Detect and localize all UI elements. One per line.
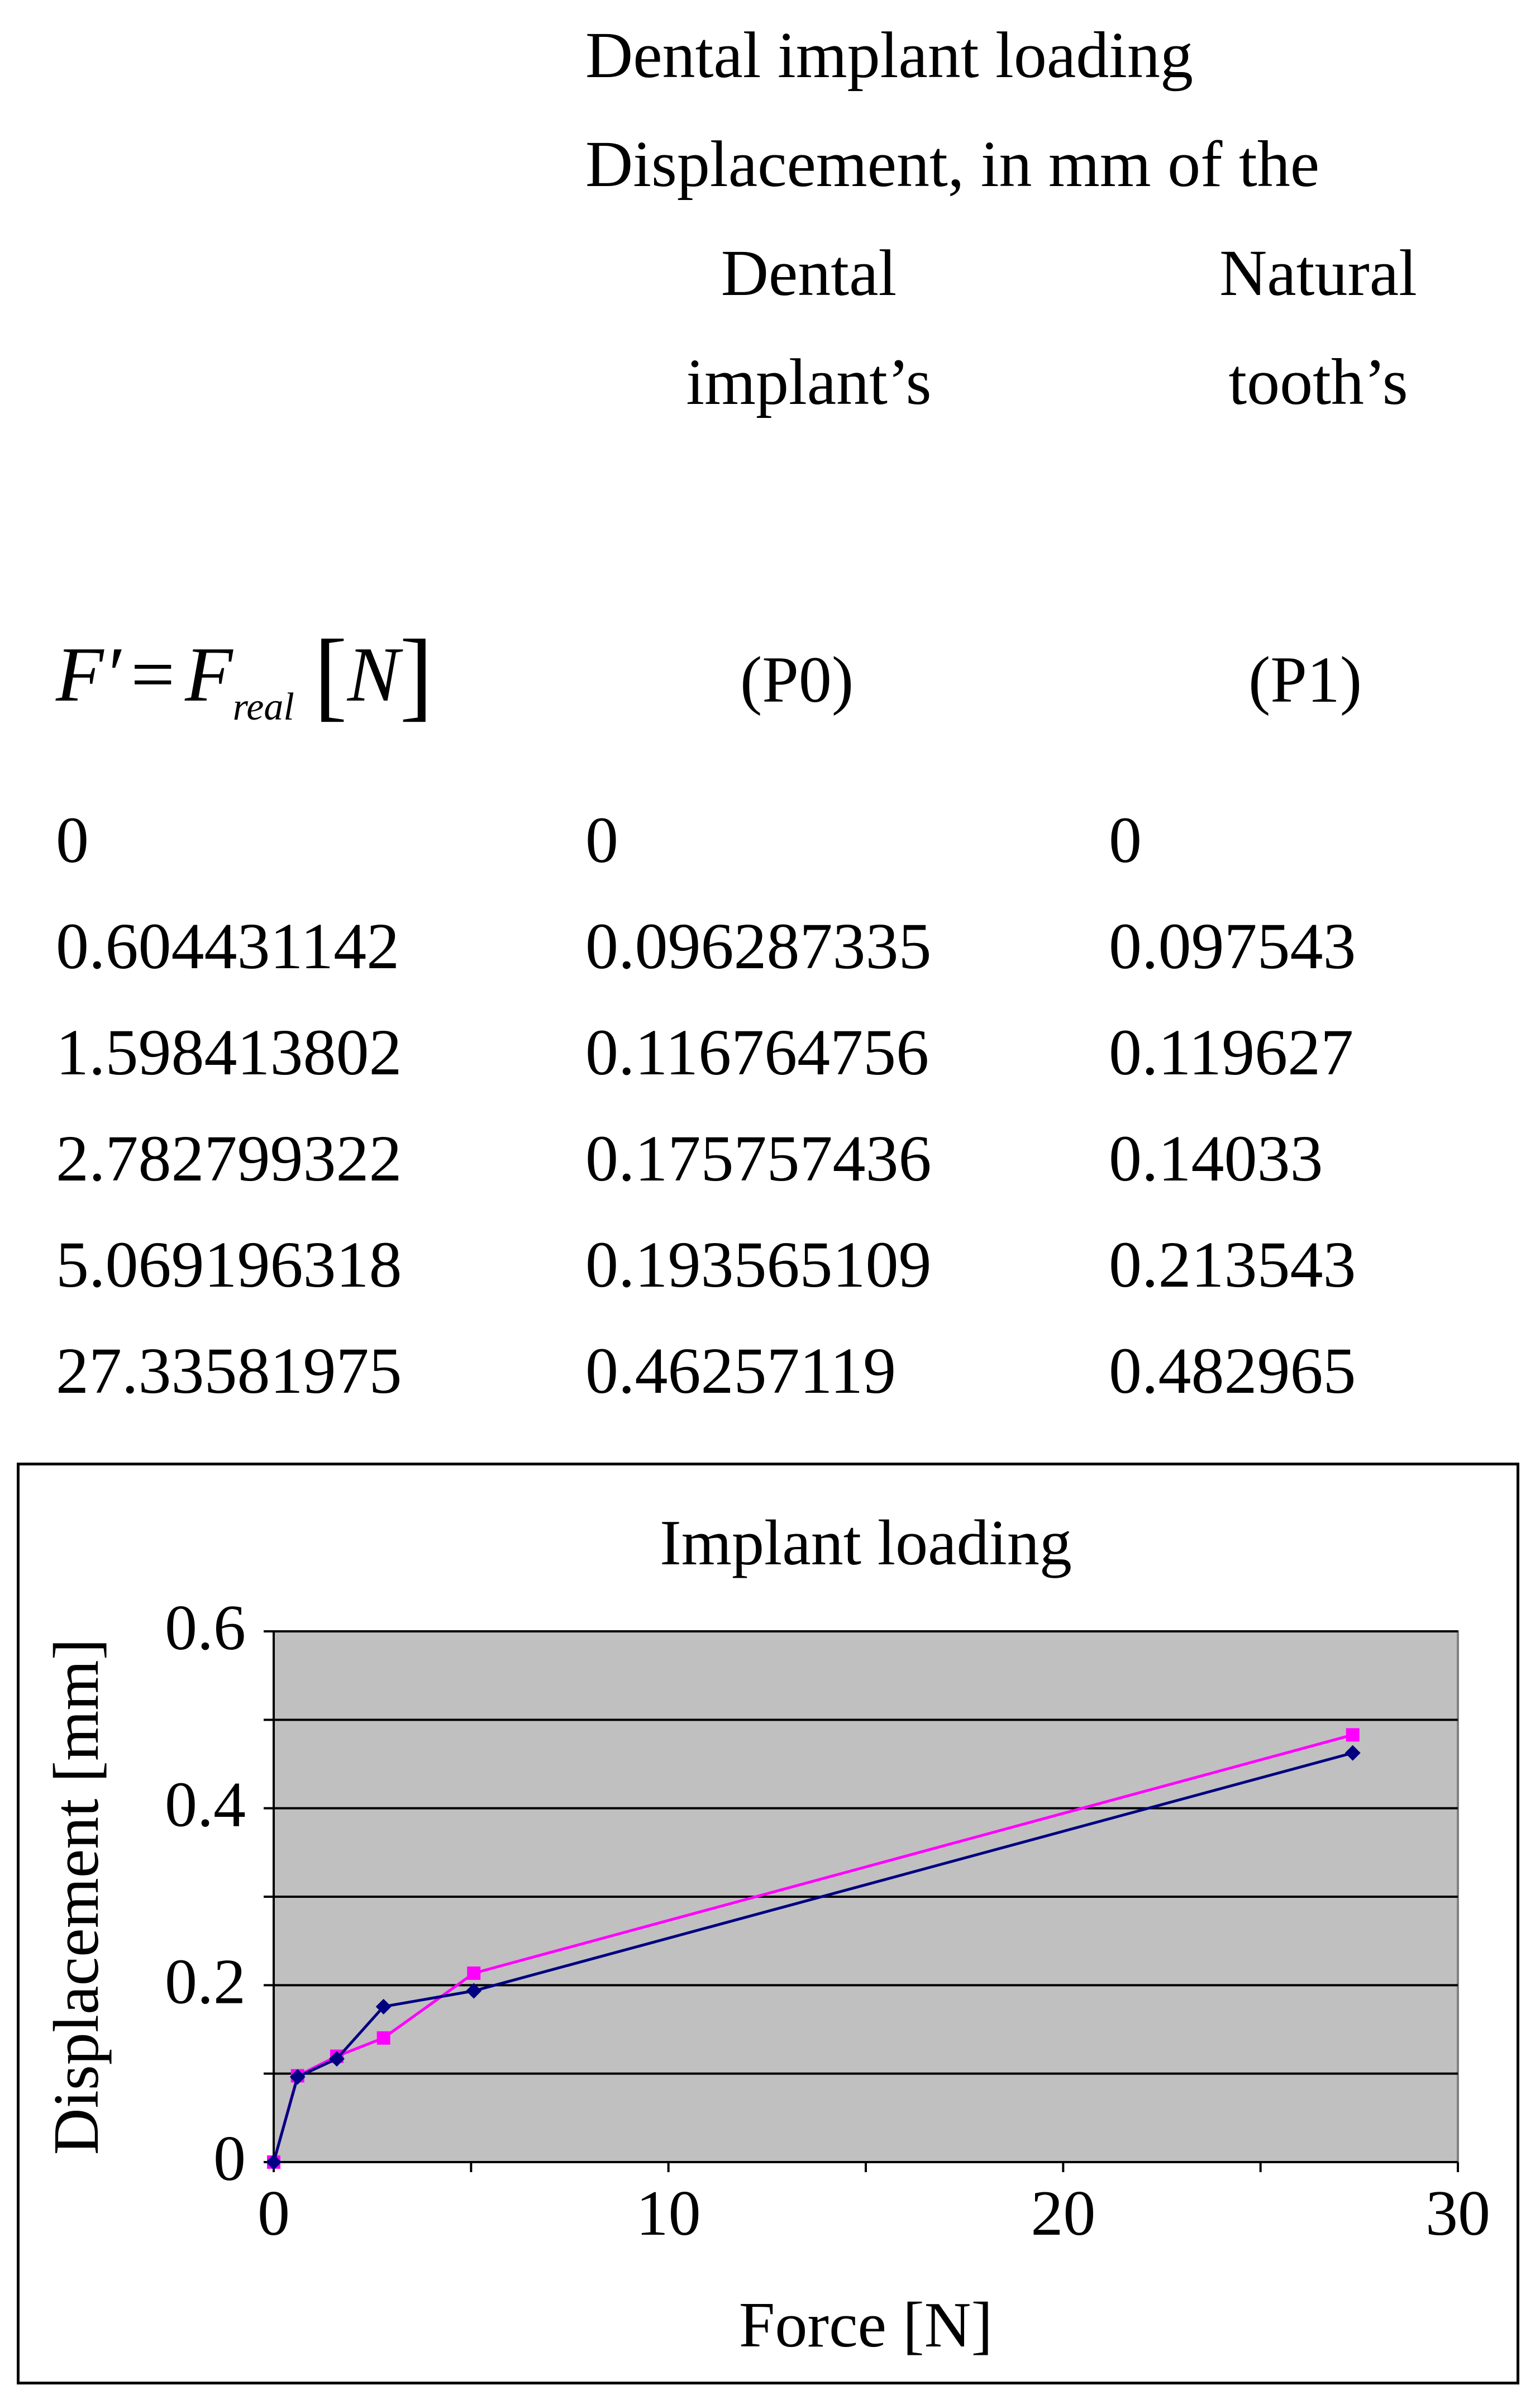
col-implant-code: (P0) [740, 643, 854, 716]
chart-title: Implant loading [660, 1507, 1072, 1579]
data-point [266, 2154, 282, 2170]
table-cell: 0.14033 [1109, 1122, 1323, 1195]
x-tick-label: 10 [636, 2178, 701, 2249]
formula-rhs-sub: real [232, 686, 294, 729]
x-tick-label: 20 [1031, 2178, 1095, 2249]
table-cell: 0.116764756 [585, 1016, 929, 1089]
table-cell: 1.598413802 [56, 1016, 402, 1089]
formula-unit: N [347, 631, 400, 718]
data-point [328, 2051, 345, 2067]
y-tick-label: 0.2 [165, 1946, 246, 2017]
x-tick-label: 0 [258, 2178, 290, 2249]
x-tick-label: 30 [1425, 2178, 1490, 2249]
series-line [272, 1751, 1353, 2163]
col-implant-head-line2: implant’s [686, 345, 932, 418]
table-cell: 0 [56, 803, 89, 877]
table-title: Dental implant loading [585, 18, 1193, 92]
y-tick-label: 0.6 [165, 1592, 246, 1664]
chart-frame [17, 1463, 1519, 2384]
table-cell: 0.482965 [1109, 1334, 1356, 1407]
table-cell: 0 [1109, 803, 1142, 877]
table-cell: 0.193565109 [585, 1228, 932, 1301]
table-cell: 0.175757436 [585, 1122, 932, 1195]
col-implant-head-line1: Dental [721, 236, 897, 310]
x-axis-label: Force [N] [739, 2289, 993, 2361]
table-subtitle: Displacement, in mm of the [585, 127, 1320, 201]
table-cell: 0.096287335 [585, 910, 932, 983]
formula-bracket-close: ] [399, 619, 433, 730]
col-tooth-code: (P1) [1248, 643, 1362, 716]
y-axis-label: Displacement [mm] [41, 1639, 112, 2155]
data-point [466, 1983, 482, 1999]
formula-bracket-open: [ [313, 619, 347, 730]
data-point [289, 2069, 306, 2085]
data-point [376, 2031, 390, 2045]
table-cell: 0 [585, 803, 618, 877]
table-cell: 2.782799322 [56, 1122, 402, 1195]
y-tick-label: 0.4 [165, 1769, 246, 1841]
col-tooth-head-line1: Natural [1219, 236, 1417, 310]
table-cell: 5.069196318 [56, 1228, 402, 1301]
table-cell: 27.33581975 [56, 1334, 402, 1407]
col-tooth-head-line2: tooth’s [1228, 345, 1408, 418]
table-cell: 0.213543 [1109, 1228, 1356, 1301]
table-cell: 0.604431142 [56, 910, 400, 983]
data-point [1346, 1728, 1360, 1742]
formula-rhs: F [185, 631, 233, 718]
data-point [375, 1998, 392, 2015]
force-formula: F′ = Freal [N] [56, 625, 433, 727]
formula-eq: = [131, 631, 175, 718]
table-cell: 0.097543 [1109, 910, 1356, 983]
data-point [1344, 1745, 1361, 1761]
formula-lhs: F′ [56, 631, 121, 718]
data-point [467, 1966, 481, 1980]
y-tick-label: 0 [213, 2123, 246, 2194]
table-cell: 0.119627 [1109, 1016, 1354, 1089]
table-cell: 0.46257119 [585, 1334, 897, 1407]
